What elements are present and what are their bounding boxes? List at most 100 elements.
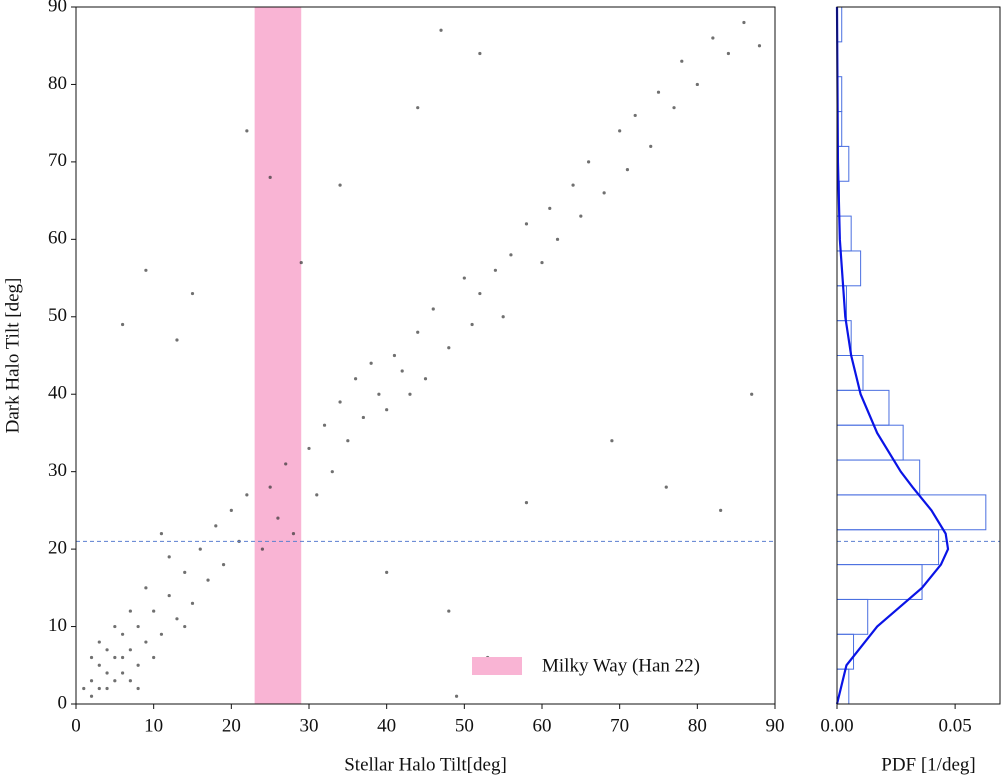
histogram-bar [836,598,869,635]
scatter-point [385,570,389,574]
scatter-point [97,686,101,691]
scatter-point [540,260,544,265]
scatter-point [447,346,451,350]
scatter-point [136,624,140,629]
scatter-point [392,353,397,358]
y-axis-label: Dark Halo Tilt [deg] [2,278,23,434]
scatter-point [470,322,474,327]
scatter-point [354,377,358,381]
scatter-point [175,617,179,621]
scatter-point [128,679,132,683]
y-tick-label: 20 [48,537,67,558]
scatter-point [128,648,132,652]
scatter-point [509,253,513,257]
x-tick-label: 90 [766,715,785,736]
scatter-point [144,586,148,590]
scatter-point [408,392,412,396]
scatter-point [97,640,101,644]
y-tick-label: 90 [48,0,67,16]
legend-swatch [472,657,522,675]
axes-frame [75,6,776,705]
scatter-point [369,361,373,365]
scatter-point [742,20,746,25]
scatter-point [524,501,529,505]
scatter-point [423,377,428,381]
scatter-point [183,570,187,574]
histogram-bar [836,564,923,600]
scatter-point [299,260,303,265]
scatter-point [719,508,723,512]
scatter-point [167,555,171,559]
x-axis-label: PDF [1/deg] [881,754,975,775]
scatter-point [361,415,365,420]
scatter-point [315,493,319,497]
legend-label: Milky Way (Han 22) [542,655,700,676]
y-tick-label: 70 [48,150,67,171]
y-tick-label: 40 [48,383,67,404]
scatter-point [633,113,637,118]
scatter-point [346,439,350,443]
y-tick-label: 50 [48,305,67,326]
y-tick-label: 30 [48,460,67,481]
scatter-point [284,462,288,466]
scatter-point [439,28,443,32]
scatter-point [268,175,272,179]
scatter-point [478,51,482,56]
scatter-point [322,423,327,427]
scatter-point [167,593,171,598]
scatter-point [462,276,466,280]
x-tick-label: 60 [533,715,552,736]
scatter-point [338,183,342,187]
scatter-point [268,485,272,489]
scatter-point [587,160,591,164]
scatter-point [245,129,249,133]
axes-frame [836,6,1001,705]
scatter-point [454,694,459,698]
scatter-point [377,392,381,396]
scatter-point [711,36,715,40]
milky-way-band [254,7,302,704]
scatter-point [579,214,583,218]
scatter-point [183,624,187,629]
histogram-bar [836,633,855,670]
scatter-point [152,655,156,660]
scatter-point [97,663,101,667]
scatter-point [625,168,630,172]
scatter-point [571,183,575,187]
scatter-point [618,129,622,133]
scatter-point [144,640,148,644]
scatter-point [610,439,614,443]
scatter-point [152,609,156,613]
scatter-point [159,632,164,636]
scatter-point [121,655,125,660]
scatter-point [175,338,179,342]
scatter-point [307,446,311,451]
scatter-point [501,315,505,319]
scatter-point [206,578,210,582]
scatter-point [649,144,653,148]
scatter-point [159,532,164,536]
scatter-point [105,686,109,691]
x-tick-label: 30 [300,715,319,736]
x-axis-label: Stellar Halo Tilt[deg] [344,754,507,775]
y-tick-label: 60 [48,228,67,249]
scatter-point [431,307,435,311]
scatter-point [260,547,264,551]
scatter-point [113,624,117,629]
scatter-point [214,524,218,528]
scatter-point [548,206,552,210]
scatter-point [190,601,195,605]
scatter-point [198,547,202,551]
scatter-point [113,679,117,683]
scatter-point [82,686,86,691]
x-tick-label: 40 [377,715,396,736]
histogram-bar [836,424,904,461]
y-tick-label: 10 [48,615,67,636]
scatter-point [190,291,195,296]
scatter-point [416,330,420,334]
scatter-point [602,191,606,195]
scatter-point [555,237,560,241]
x-tick-label: 10 [144,715,163,736]
scatter-point [726,51,731,56]
scatter-point [144,268,148,272]
